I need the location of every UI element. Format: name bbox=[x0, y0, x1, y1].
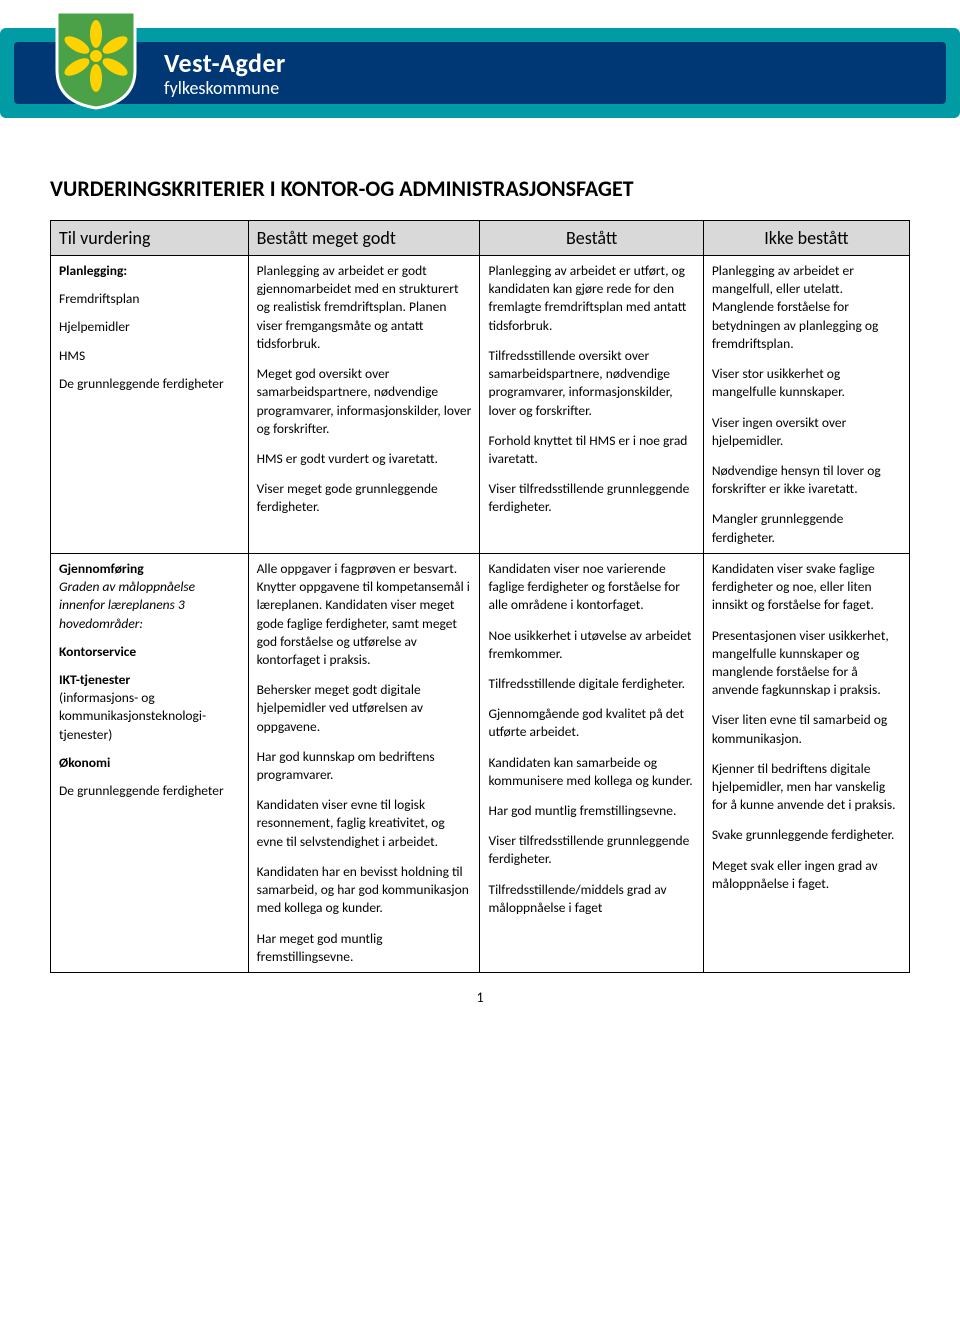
criteria-label: IKT-tjenester bbox=[59, 671, 240, 689]
cell-paragraph: Alle oppgaver i fagprøven er besvart. Kn… bbox=[257, 560, 472, 669]
header-banner: Vest-Agder fylkeskommune – EN DRIVKRAFT … bbox=[0, 0, 960, 145]
pass-cell: Kandidaten viser noe varierende faglige … bbox=[480, 553, 703, 972]
excellent-cell: Planlegging av arbeidet er godt gjennoma… bbox=[248, 256, 480, 554]
criteria-label: Planlegging: bbox=[59, 262, 240, 280]
cell-paragraph: Meget svak eller ingen grad av måloppnåe… bbox=[712, 857, 901, 893]
col-header-fail: Ikke bestått bbox=[703, 221, 909, 256]
cell-paragraph: Viser meget gode grunnleggende ferdighet… bbox=[257, 480, 472, 516]
cell-paragraph: Noe usikkerhet i utøvelse av arbeidet fr… bbox=[488, 627, 694, 663]
cell-paragraph: Svake grunnleggende ferdigheter. bbox=[712, 826, 901, 844]
table-row: Planlegging: Fremdriftsplan Hjelpemidler HM… bbox=[51, 256, 910, 554]
banner-subtitle: fylkeskommune bbox=[164, 77, 286, 99]
cell-paragraph: Kandidaten har en bevisst holdning til s… bbox=[257, 863, 472, 918]
cell-paragraph: Tilfredsstillende digitale ferdigheter. bbox=[488, 675, 694, 693]
cell-paragraph: Behersker meget godt digitale hjelpemidl… bbox=[257, 681, 472, 736]
cell-paragraph: Kandidaten kan samarbeide og kommunisere… bbox=[488, 754, 694, 790]
cell-paragraph: Forhold knyttet til HMS er i noe grad iv… bbox=[488, 432, 694, 468]
cell-paragraph: Viser ingen oversikt over hjelpemidler. bbox=[712, 414, 901, 450]
cell-paragraph: Har god kunnskap om bedriftens programva… bbox=[257, 748, 472, 784]
pass-cell: Planlegging av arbeidet er utført, og ka… bbox=[480, 256, 703, 554]
criteria-label: Hjelpemidler bbox=[59, 318, 240, 336]
cell-paragraph: Viser tilfredsstillende grunnleggende fe… bbox=[488, 480, 694, 516]
cell-paragraph: Har god muntlig fremstillingsevne. bbox=[488, 802, 694, 820]
cell-paragraph: Planlegging av arbeidet er mangelfull, e… bbox=[712, 262, 901, 353]
criteria-cell: GjennomføringGraden av måloppnåelse inne… bbox=[51, 553, 249, 972]
cell-paragraph: Kandidaten viser svake faglige ferdighet… bbox=[712, 560, 901, 615]
criteria-label: Økonomi bbox=[59, 754, 240, 772]
cell-paragraph: Viser tilfredsstillende grunnleggende fe… bbox=[488, 832, 694, 868]
cell-paragraph: Kandidaten viser evne til logisk resonne… bbox=[257, 796, 472, 851]
cell-paragraph: Planlegging av arbeidet er utført, og ka… bbox=[488, 262, 694, 335]
criteria-label: Fremdriftsplan bbox=[59, 290, 240, 308]
table-row: GjennomføringGraden av måloppnåelse inne… bbox=[51, 553, 910, 972]
banner-title: Vest-Agder bbox=[164, 47, 286, 79]
criteria-label: HMS bbox=[59, 347, 240, 365]
fail-cell: Kandidaten viser svake faglige ferdighet… bbox=[703, 553, 909, 972]
county-shield-icon bbox=[55, 10, 137, 110]
cell-paragraph: Presentasjonen viser usikkerhet, mangelf… bbox=[712, 627, 901, 700]
banner-navy-strip: Vest-Agder fylkeskommune bbox=[14, 42, 946, 104]
cell-paragraph: Tilfredsstillende/middels grad av målopp… bbox=[488, 881, 694, 917]
fail-cell: Planlegging av arbeidet er mangelfull, e… bbox=[703, 256, 909, 554]
cell-paragraph: Planlegging av arbeidet er godt gjennoma… bbox=[257, 262, 472, 353]
cell-paragraph: Kjenner til bedriftens digitale hjelpemi… bbox=[712, 760, 901, 815]
cell-paragraph: Viser liten evne til samarbeid og kommun… bbox=[712, 711, 901, 747]
assessment-rubric-table: Til vurdering Bestått meget godt Bestått… bbox=[50, 220, 910, 973]
cell-paragraph: Har meget god muntlig fremstillingsevne. bbox=[257, 930, 472, 966]
cell-paragraph: Meget god oversikt over samarbeidspartne… bbox=[257, 365, 472, 438]
criteria-cell: Planlegging: Fremdriftsplan Hjelpemidler HM… bbox=[51, 256, 249, 554]
cell-paragraph: Nødvendige hensyn til lover og forskrift… bbox=[712, 462, 901, 498]
cell-paragraph: Viser stor usikkerhet og mangelfulle kun… bbox=[712, 365, 901, 401]
criteria-label: (informasjons- og kommunikasjonsteknolog… bbox=[59, 689, 240, 744]
criteria-label: Kontorservice bbox=[59, 643, 240, 661]
criteria-label: Gjennomføring bbox=[59, 560, 240, 578]
cell-paragraph: Gjennomgående god kvalitet på det utført… bbox=[488, 705, 694, 741]
cell-paragraph: HMS er godt vurdert og ivaretatt. bbox=[257, 450, 472, 468]
page-content: VURDERINGSKRITERIER I KONTOR-OG ADMINIST… bbox=[0, 175, 960, 1006]
col-header-pass: Bestått bbox=[480, 221, 703, 256]
cell-paragraph: Tilfredsstillende oversikt over samarbei… bbox=[488, 347, 694, 420]
criteria-label: Graden av måloppnåelse innenfor læreplan… bbox=[59, 578, 240, 633]
col-header-criteria: Til vurdering bbox=[51, 221, 249, 256]
cell-paragraph: Kandidaten viser noe varierende faglige … bbox=[488, 560, 694, 615]
criteria-label: De grunnleggende ferdigheter bbox=[59, 782, 240, 800]
col-header-excellent: Bestått meget godt bbox=[248, 221, 480, 256]
cell-paragraph: Mangler grunnleggende ferdigheter. bbox=[712, 510, 901, 546]
page-number: 1 bbox=[50, 989, 910, 1006]
excellent-cell: Alle oppgaver i fagprøven er besvart. Kn… bbox=[248, 553, 480, 972]
page-title: VURDERINGSKRITERIER I KONTOR-OG ADMINIST… bbox=[50, 175, 910, 202]
banner-tagline: – EN DRIVKRAFT FOR UTVIKLING bbox=[706, 117, 936, 135]
criteria-label: De grunnleggende ferdigheter bbox=[59, 375, 240, 393]
table-header-row: Til vurdering Bestått meget godt Bestått… bbox=[51, 221, 910, 256]
banner-text-block: Vest-Agder fylkeskommune bbox=[164, 47, 286, 99]
rubric-body: Planlegging: Fremdriftsplan Hjelpemidler HM… bbox=[51, 256, 910, 973]
